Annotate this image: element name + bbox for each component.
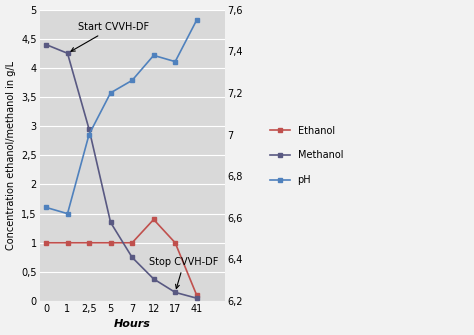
Text: Stop CVVH-DF: Stop CVVH-DF — [149, 257, 219, 288]
Legend: Ethanol, Methanol, pH: Ethanol, Methanol, pH — [270, 126, 343, 185]
Text: Start CVVH-DF: Start CVVH-DF — [71, 22, 149, 51]
X-axis label: Hours: Hours — [114, 320, 151, 329]
Y-axis label: Concentration ethanol/methanol in g/L: Concentration ethanol/methanol in g/L — [6, 61, 16, 250]
